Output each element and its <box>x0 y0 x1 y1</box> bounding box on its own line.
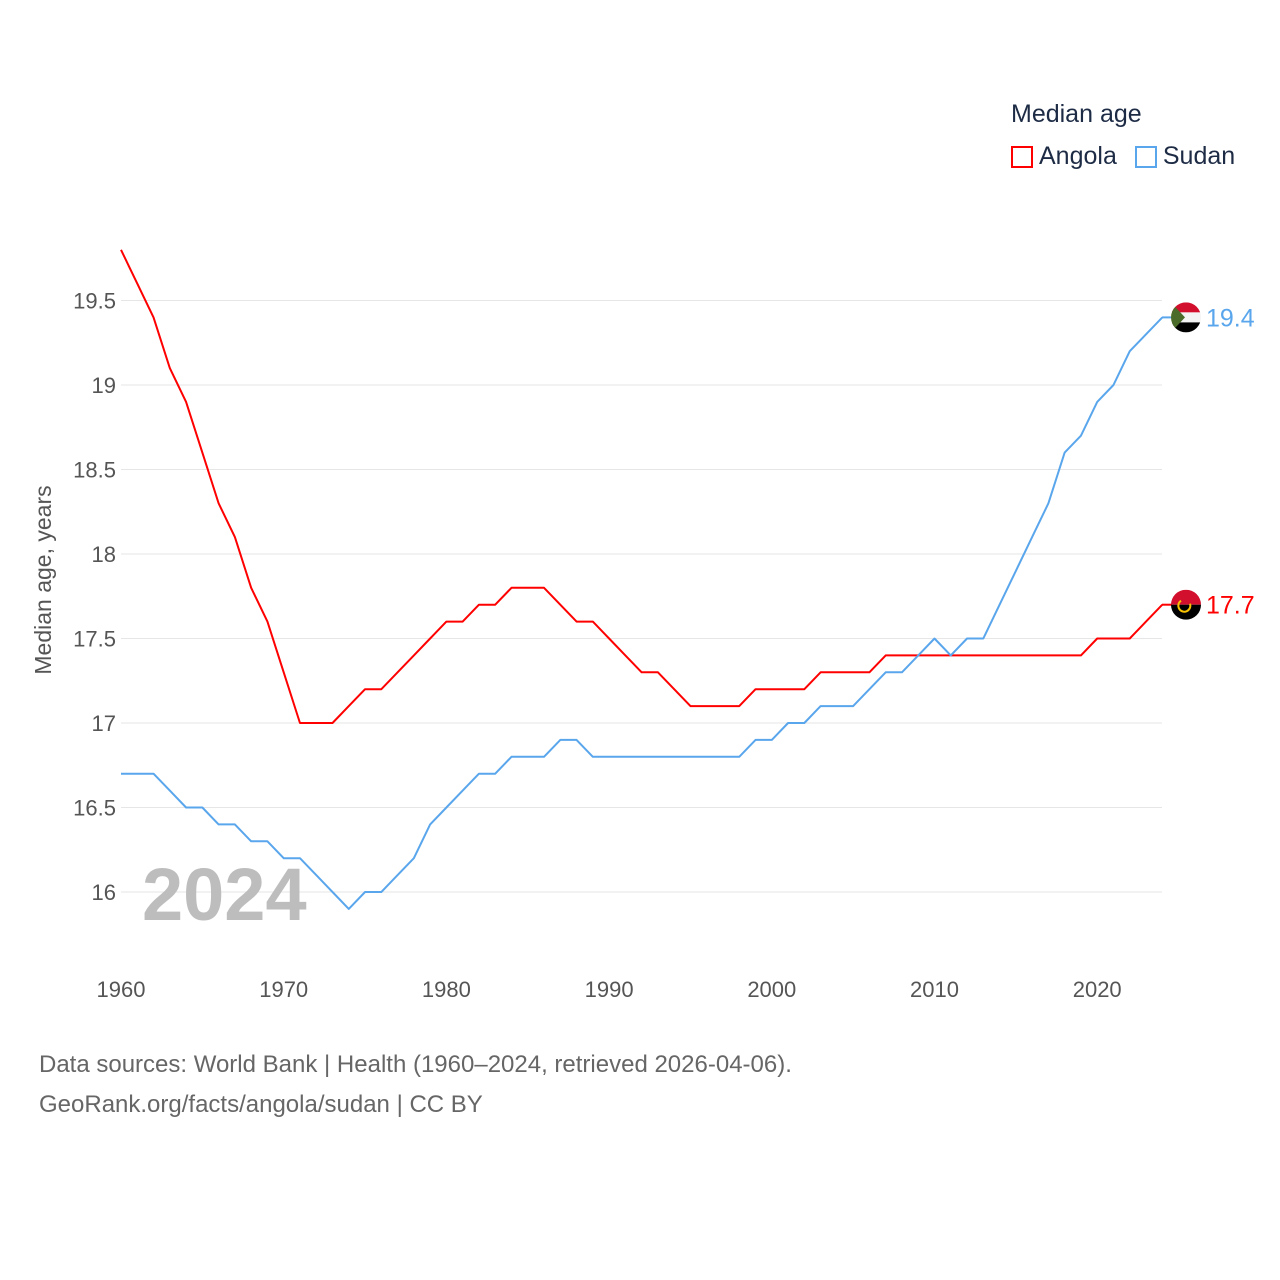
footer: Data sources: World Bank | Health (1960–… <box>39 1045 792 1125</box>
source-link[interactable]: GeoRank.org/facts/angola/sudan | CC BY <box>39 1091 483 1118</box>
legend-label-angola: Angola <box>1039 142 1117 170</box>
x-tick-label: 2010 <box>910 977 959 1002</box>
angola-flag-icon <box>1171 589 1201 620</box>
flag-stripe <box>1171 589 1201 605</box>
series-line-sudan <box>121 316 1164 910</box>
y-tick-label: 18.5 <box>73 458 116 483</box>
x-tick-label: 1980 <box>422 977 471 1002</box>
y-tick-label: 19 <box>92 373 116 398</box>
legend-title: Median age <box>1011 100 1142 128</box>
flag-body <box>1171 589 1201 620</box>
y-tick-label: 18 <box>92 542 116 567</box>
flag-stripe <box>1171 322 1201 333</box>
legend-item-sudan[interactable]: Sudan <box>1134 142 1236 171</box>
y-axis-label: Median age, years <box>30 485 56 674</box>
watermark-year: 2024 <box>142 853 307 936</box>
x-tick-label: 2000 <box>747 977 796 1002</box>
x-tick-label: 1990 <box>585 977 634 1002</box>
y-tick-label: 16 <box>92 880 116 905</box>
legend-item-angola[interactable]: Angola <box>1011 142 1117 171</box>
y-tick-label: 16.5 <box>73 796 116 821</box>
sudan-flag-icon <box>1171 302 1201 333</box>
flag-body <box>1171 302 1201 333</box>
x-tick-label: 2020 <box>1073 977 1122 1002</box>
data-sources: Data sources: World Bank | Health (1960–… <box>39 1051 792 1078</box>
legend-label-sudan: Sudan <box>1162 142 1236 170</box>
flag-stripe <box>1171 302 1201 313</box>
y-tick-label: 19.5 <box>73 289 116 314</box>
flag-triangle <box>1171 302 1185 333</box>
end-value-label-sudan: 19.4 <box>1206 304 1255 332</box>
end-value-label-angola: 17.7 <box>1206 592 1255 620</box>
flag-stripe <box>1171 312 1201 323</box>
series-line-angola <box>120 249 1164 724</box>
legend-swatch-angola <box>1011 145 1033 168</box>
legend-swatch-sudan <box>1134 145 1157 168</box>
y-tick-label: 17 <box>92 711 116 736</box>
x-tick-label: 1960 <box>97 977 146 1002</box>
y-tick-label: 17.5 <box>73 627 116 652</box>
legend: Angola Sudan <box>1011 142 1235 171</box>
x-tick-label: 1970 <box>259 977 308 1002</box>
flag-emblem <box>1177 599 1192 613</box>
